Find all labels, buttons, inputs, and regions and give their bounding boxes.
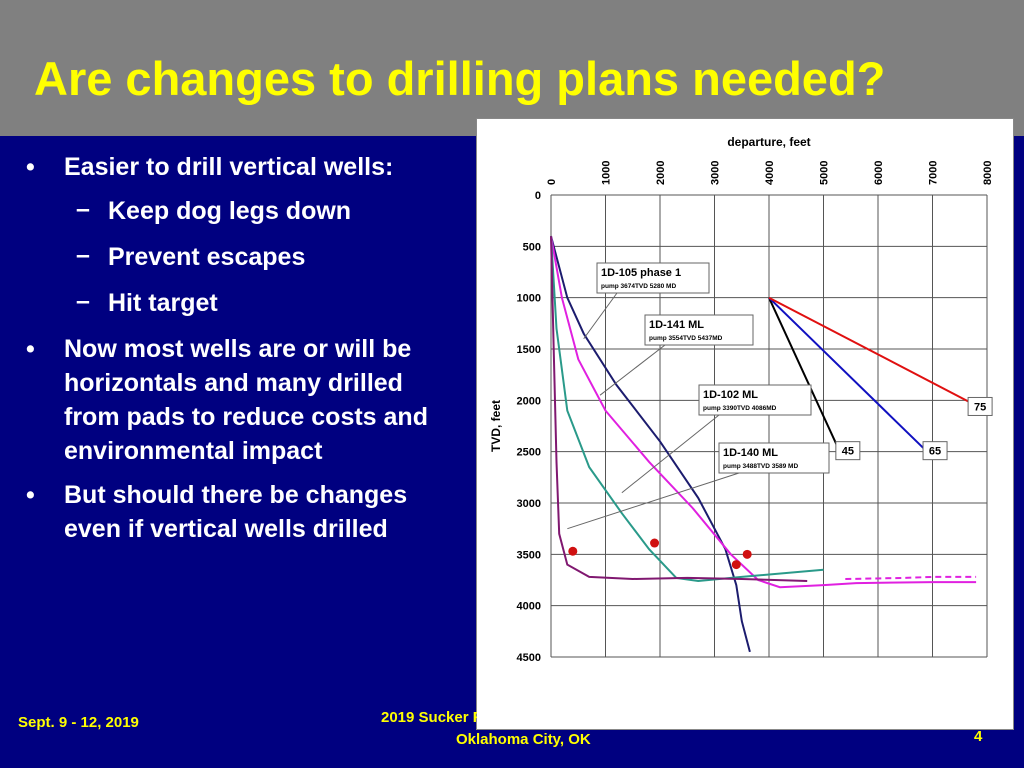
x-tick-label: 2000 xyxy=(655,161,667,185)
y-tick-label: 1500 xyxy=(517,344,541,356)
angle-label: 75 xyxy=(974,401,986,413)
callout-leader xyxy=(621,414,720,494)
subbullet-text: Hit target xyxy=(108,289,218,317)
subbullet-dash: – xyxy=(76,195,90,223)
bullet-text: Now most wells are or will be horizontal… xyxy=(64,335,428,465)
angle-label: 45 xyxy=(842,446,854,458)
callout-title: 1D-105 phase 1 xyxy=(601,267,681,279)
slide-number: 4 xyxy=(974,728,983,745)
angle-label: 65 xyxy=(929,446,941,458)
bullet-item: • Now most wells are or will be horizont… xyxy=(26,332,446,468)
x-tick-label: 4000 xyxy=(764,161,776,185)
y-tick-label: 1000 xyxy=(517,293,541,305)
bullet-text: But should there be changes even if vert… xyxy=(64,481,408,543)
subbullet-dash: – xyxy=(76,241,90,269)
angle-label-box xyxy=(922,441,948,461)
subbullet-text: Prevent escapes xyxy=(108,243,306,271)
callout-detail: pump 3554TVD 5437MD xyxy=(649,335,723,342)
pump-marker xyxy=(731,560,741,570)
x-tick-label: 1000 xyxy=(601,161,613,185)
x-tick-label: 8000 xyxy=(982,161,994,185)
callout-detail: pump 3390TVD 4086MD xyxy=(703,405,777,412)
subbullet-item: – Hit target xyxy=(26,286,446,320)
y-tick-label: 3500 xyxy=(517,549,541,561)
footer-location: Oklahoma City, OK xyxy=(456,731,591,748)
callout-box xyxy=(596,262,710,294)
x-tick-label: 6000 xyxy=(873,161,885,185)
angle-label-box xyxy=(967,396,993,416)
pump-marker xyxy=(742,549,752,559)
callout-title: 1D-140 ML xyxy=(723,447,778,459)
x-tick-label: 5000 xyxy=(819,161,831,185)
footer-date: Sept. 9 - 12, 2019 xyxy=(18,714,139,731)
bullet-dot: • xyxy=(26,153,35,181)
callout-leader xyxy=(583,292,618,340)
series-line xyxy=(550,235,977,589)
x-tick-label: 7000 xyxy=(928,161,940,185)
bullet-dot: • xyxy=(26,335,35,363)
subbullet-item: – Keep dog legs down xyxy=(26,194,446,228)
slide-title: Are changes to drilling plans needed? xyxy=(34,52,886,105)
series-line xyxy=(768,297,841,453)
pump-marker xyxy=(568,546,578,556)
callout-title: 1D-141 ML xyxy=(649,319,704,331)
bullet-dot: • xyxy=(26,481,35,509)
bullet-item: • Easier to drill vertical wells: xyxy=(26,150,446,184)
callout-detail: pump 3674TVD 5280 MD xyxy=(601,283,676,290)
well-trajectory-chart: 0 1000 2000 3000 4000 5000 6000 7000 8000 0 500 100… xyxy=(489,135,994,664)
angle-label-box xyxy=(835,441,861,461)
callout-box xyxy=(718,442,830,474)
y-tick-label: 2500 xyxy=(517,447,541,459)
pump-marker xyxy=(650,538,660,548)
x-tick-label: 0 xyxy=(546,179,558,185)
bullet-text: Easier to drill vertical wells: xyxy=(64,153,394,181)
slide-header: Are changes to drilling plans needed? xyxy=(0,0,1024,136)
y-tick-label: 4500 xyxy=(517,652,541,664)
bullet-list: • Easier to drill vertical wells: – Keep… xyxy=(26,150,446,556)
series-line xyxy=(845,575,977,580)
y-tick-label: 0 xyxy=(535,190,541,202)
y-tick-label: 2000 xyxy=(517,395,541,407)
series-line xyxy=(550,236,808,582)
callout-detail: pump 3488TVD 3589 MD xyxy=(723,463,798,470)
series-line xyxy=(768,296,977,407)
y-tick-label: 3000 xyxy=(517,498,541,510)
series-line xyxy=(550,235,751,653)
callout-box xyxy=(644,314,754,346)
callout-leader xyxy=(567,472,740,530)
callout-title: 1D-102 ML xyxy=(703,389,758,401)
chart-container: 0 1000 2000 3000 4000 5000 6000 7000 8000 0 500 100… xyxy=(476,118,1014,730)
bullet-item: • But should there be changes even if ve… xyxy=(26,478,446,546)
y-axis-label: TVD, feet xyxy=(489,400,503,452)
subbullet-text: Keep dog legs down xyxy=(108,197,352,225)
subbullet-item: – Prevent escapes xyxy=(26,240,446,274)
y-tick-label: 500 xyxy=(523,241,541,253)
x-tick-label: 3000 xyxy=(710,161,722,185)
x-axis-label: departure, feet xyxy=(727,135,810,149)
y-tick-label: 4000 xyxy=(517,601,541,613)
series-line xyxy=(768,296,928,453)
footer-conference: 2019 Sucker Rod Pumping Workshop xyxy=(381,709,477,726)
subbullet-dash: – xyxy=(76,287,90,315)
callout-leader xyxy=(599,344,666,396)
callout-box xyxy=(698,384,812,416)
